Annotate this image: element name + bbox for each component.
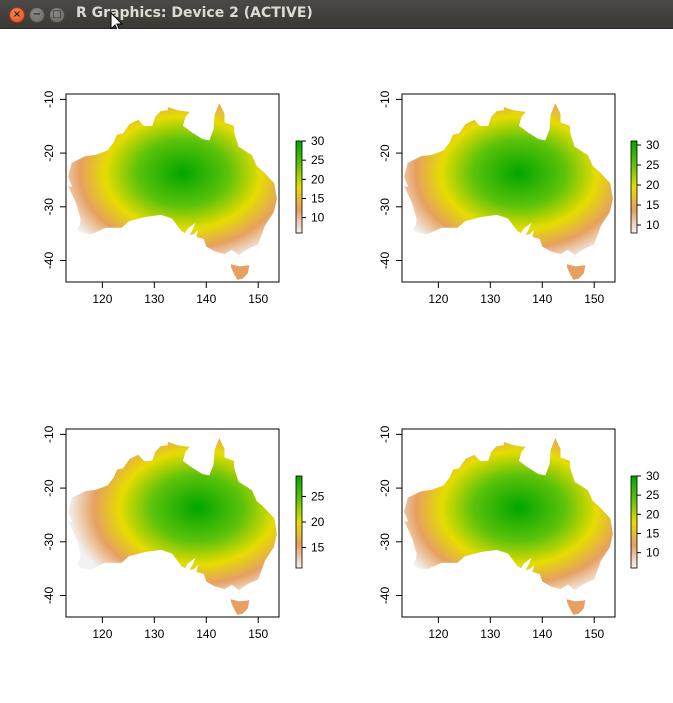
tasmania [230, 599, 250, 615]
y-tick-label: -40 [378, 252, 392, 270]
y-tick-label: -40 [378, 587, 392, 605]
legend-tick-label: 25 [311, 489, 325, 503]
window-close-button[interactable]: × [9, 7, 25, 23]
x-tick-label: 120 [92, 292, 112, 306]
legend-tick-label: 20 [646, 178, 660, 192]
legend-tick-label: 10 [311, 211, 325, 225]
australia-mainland [68, 438, 277, 591]
plot-frame [65, 93, 280, 283]
x-tick-label: 130 [144, 627, 164, 641]
y-tick-label: -30 [378, 198, 392, 216]
legend-tick-label: 30 [646, 138, 660, 152]
x-tick-label: 140 [532, 292, 552, 306]
y-tick-label: -10 [42, 90, 56, 108]
x-tick-label: 130 [144, 292, 164, 306]
y-tick-label: -20 [42, 144, 56, 162]
legend-colorbar [295, 475, 303, 569]
y-tick-label: -10 [378, 90, 392, 108]
legend-tick-label: 15 [646, 198, 660, 212]
tasmania [230, 264, 250, 280]
y-tick-label: -10 [378, 425, 392, 443]
y-tick-label: -30 [42, 533, 56, 551]
map-panel-3: 120 130 140 150 -10 -20 -30 -40 15 20 25 [42, 425, 325, 641]
x-tick-label: 150 [248, 292, 268, 306]
y-tick-label: -30 [378, 533, 392, 551]
plot-frame [65, 428, 280, 618]
x-tick-label: 140 [196, 292, 216, 306]
y-tick-label: -20 [42, 479, 56, 497]
x-tick-label: 140 [196, 627, 216, 641]
legend-colorbar [630, 475, 638, 569]
y-tick-label: -30 [42, 198, 56, 216]
tasmania [566, 599, 586, 615]
australia-mainland [404, 438, 613, 591]
x-tick-label: 140 [532, 627, 552, 641]
map-panel-4: 120 130 140 150 -10 -20 -30 -40 10 15 20 25 30 [378, 425, 660, 641]
legend-tick-label: 25 [646, 158, 660, 172]
legend-tick-label: 15 [646, 527, 660, 541]
y-tick-label: -10 [42, 425, 56, 443]
x-tick-label: 130 [480, 292, 500, 306]
y-tick-label: -20 [378, 144, 392, 162]
australia-mainland [68, 103, 277, 256]
window-title: R Graphics: Device 2 (ACTIVE) [76, 5, 313, 21]
y-tick-label: -20 [378, 479, 392, 497]
legend-tick-label: 25 [311, 153, 325, 167]
x-tick-label: 120 [428, 627, 448, 641]
legend-tick-label: 20 [311, 515, 325, 529]
x-tick-label: 120 [92, 627, 112, 641]
map-panel-1: 120 130 140 150 -10 -20 -30 -40 10 15 20 25 30 [42, 90, 325, 306]
legend-tick-label: 20 [311, 172, 325, 186]
australia-mainland [404, 103, 613, 256]
x-tick-label: 150 [248, 627, 268, 641]
plot-canvas: 120 130 140 150 -10 -20 -30 -40 10 15 20 25 30 120 130… [0, 29, 673, 699]
y-tick-label: -40 [42, 587, 56, 605]
legend-tick-label: 25 [646, 488, 660, 502]
legend-tick-label: 10 [646, 218, 660, 232]
plot-area: 120 130 140 150 -10 -20 -30 -40 10 15 20 25 30 120 130… [42, 90, 660, 641]
tasmania [566, 264, 586, 280]
y-tick-label: -40 [42, 252, 56, 270]
legend-tick-label: 15 [311, 541, 325, 555]
legend-tick-label: 10 [646, 546, 660, 560]
x-tick-label: 150 [584, 292, 604, 306]
x-tick-label: 120 [428, 292, 448, 306]
legend-tick-label: 30 [646, 469, 660, 483]
legend-tick-label: 15 [311, 192, 325, 206]
legend-tick-label: 20 [646, 507, 660, 521]
x-tick-label: 130 [480, 627, 500, 641]
window-titlebar[interactable]: × − □ R Graphics: Device 2 (ACTIVE) [0, 0, 673, 29]
plot-frame [401, 428, 616, 618]
legend-tick-label: 30 [311, 134, 325, 148]
x-tick-label: 150 [584, 627, 604, 641]
map-panel-2: 120 130 140 150 -10 -20 -30 -40 10 15 20 25 30 [378, 90, 660, 306]
window-maximize-button[interactable]: □ [49, 7, 65, 23]
plot-frame [401, 93, 616, 283]
window-minimize-button[interactable]: − [29, 7, 45, 23]
legend-colorbar [295, 140, 303, 234]
legend-colorbar [630, 140, 638, 234]
